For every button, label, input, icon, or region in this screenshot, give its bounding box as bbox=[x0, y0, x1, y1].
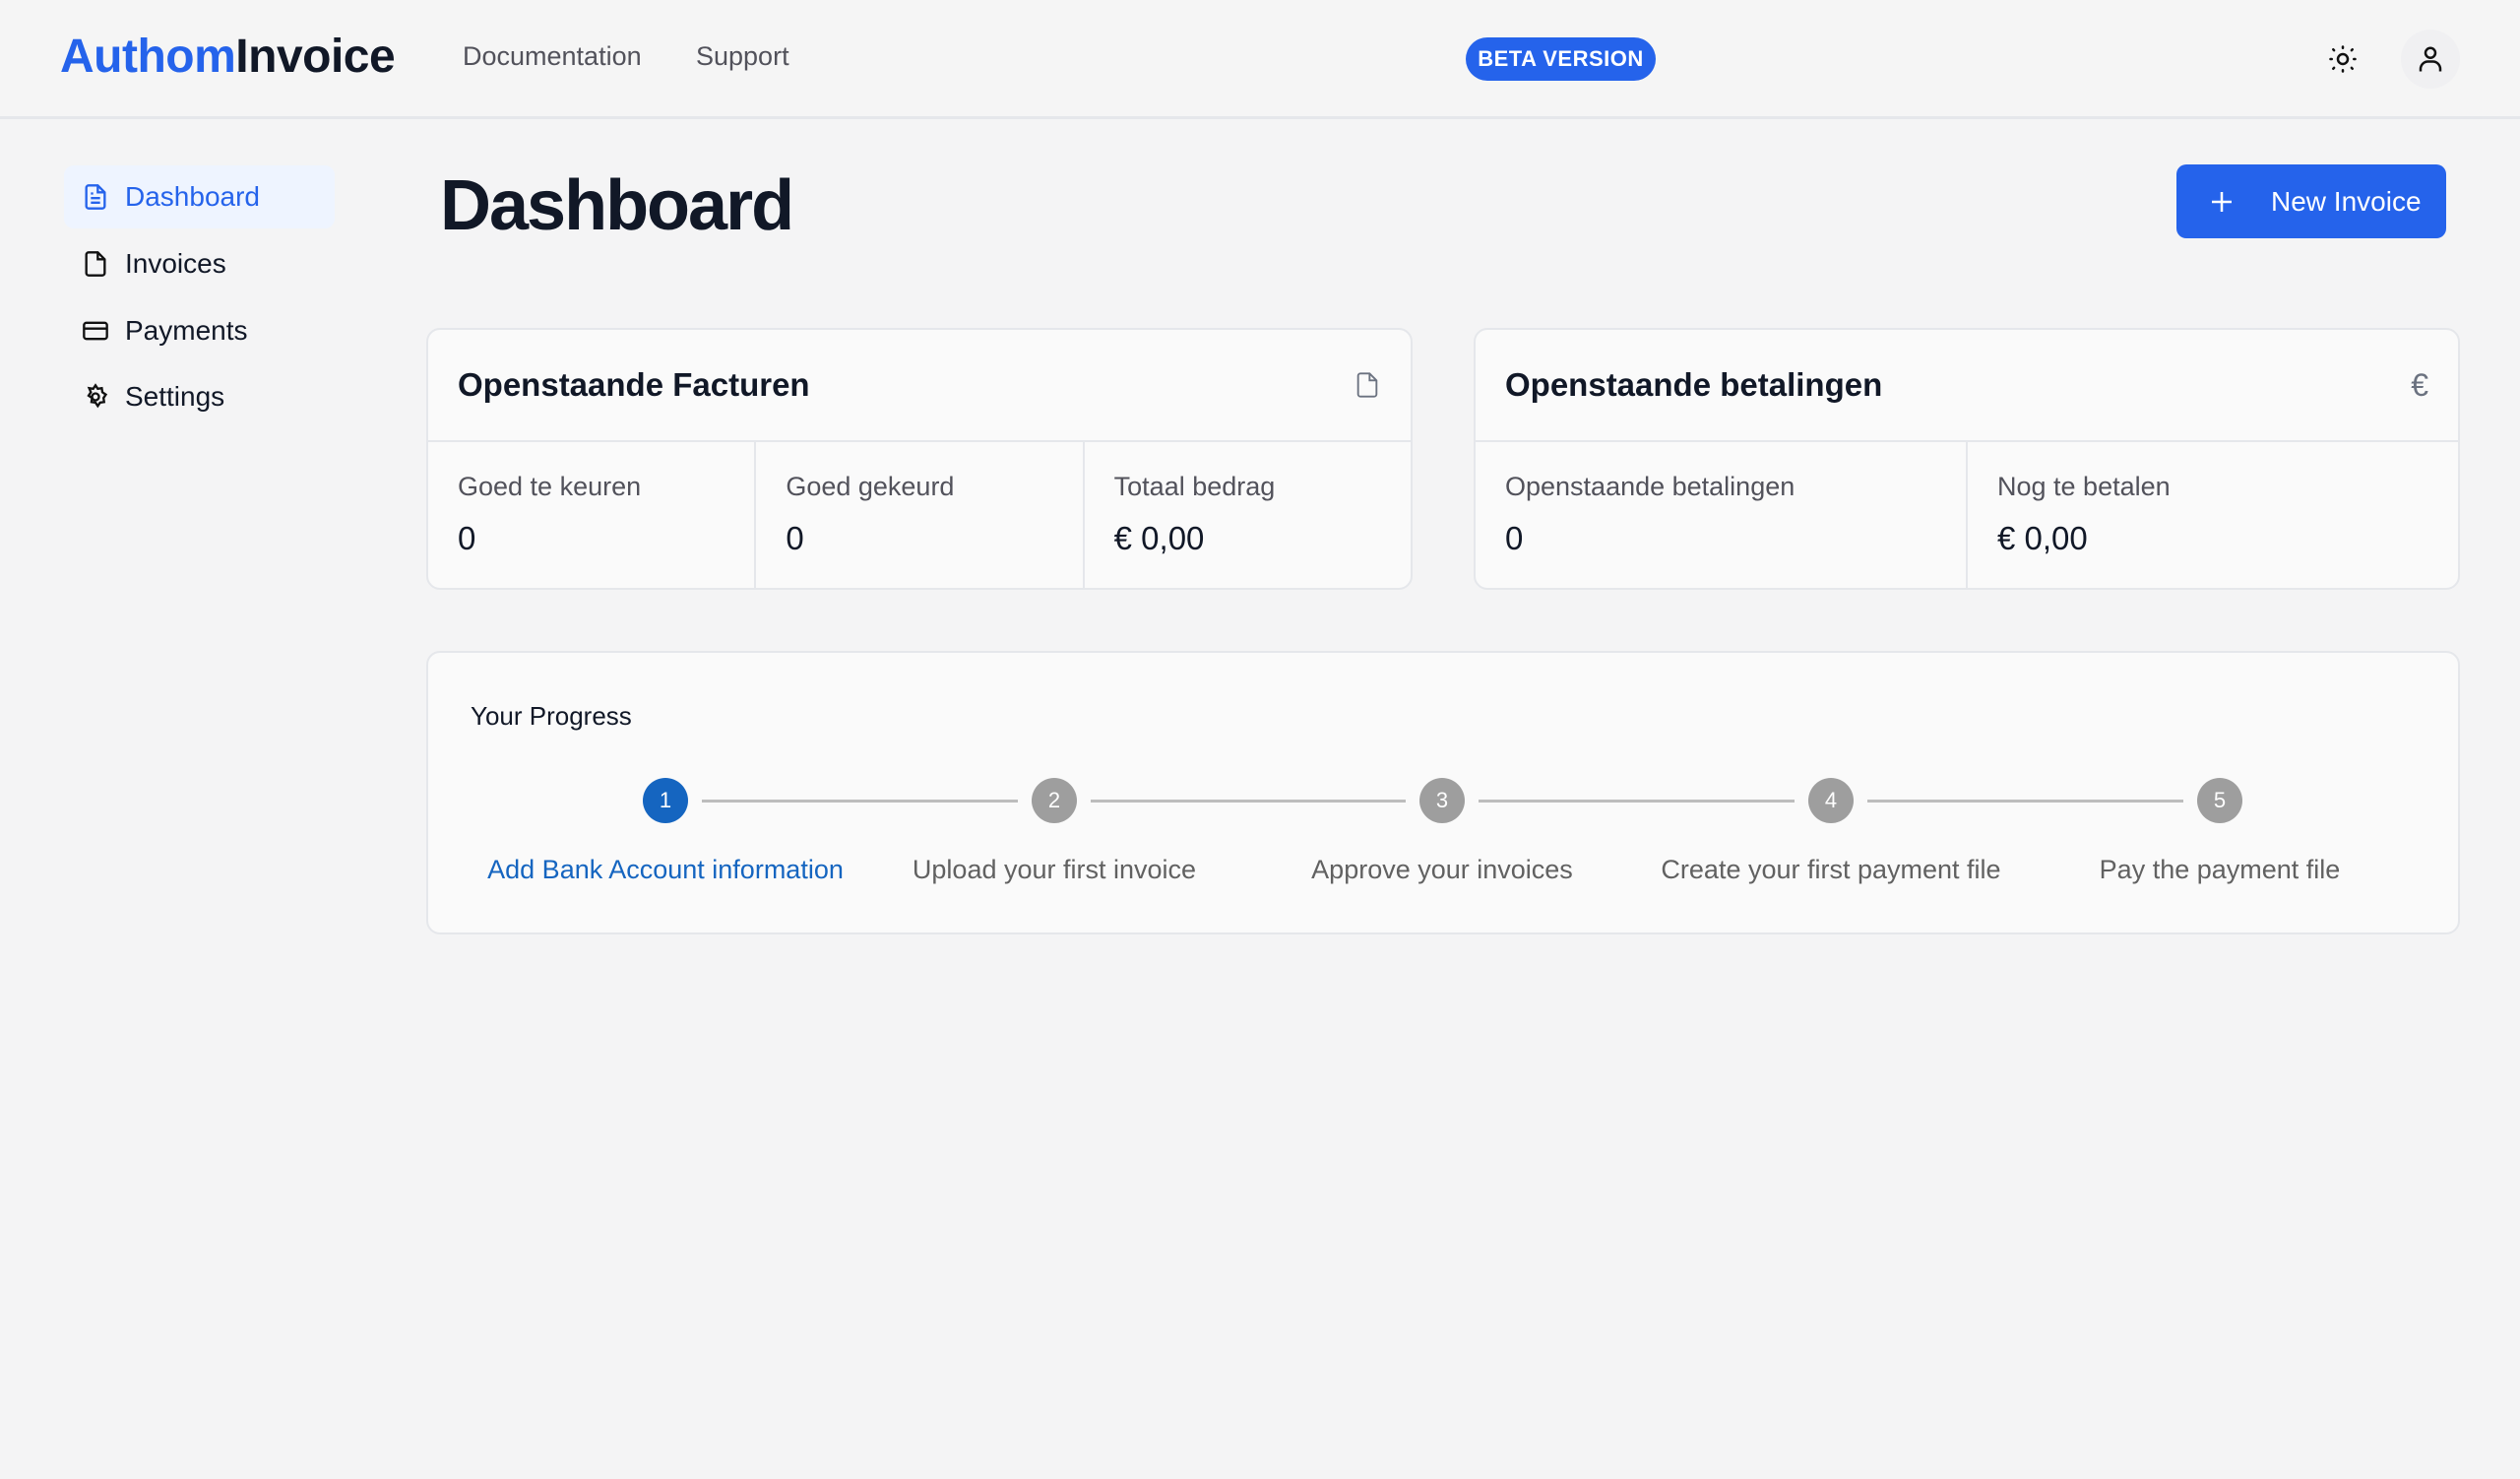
stat-open-payments: Openstaande betalingen 0 bbox=[1476, 442, 1968, 590]
document-text-icon bbox=[85, 184, 106, 210]
nav-support[interactable]: Support bbox=[696, 41, 789, 71]
stat-approved: Goed gekeurd 0 bbox=[756, 442, 1085, 590]
beta-badge: BETA VERSION bbox=[1466, 37, 1656, 81]
stat-to-approve: Goed te keuren 0 bbox=[428, 442, 757, 590]
step-indicator: 3 bbox=[1419, 778, 1465, 823]
new-invoice-button[interactable]: New Invoice bbox=[2176, 164, 2446, 238]
gear-icon bbox=[87, 383, 108, 409]
stat-total-amount: Totaal bedrag € 0,00 bbox=[1113, 472, 1276, 556]
card-title: Openstaande betalingen bbox=[1505, 366, 1883, 403]
open-payments-card: Openstaande betalingen € Openstaande bet… bbox=[1474, 328, 2460, 590]
credit-card-icon bbox=[83, 321, 108, 341]
euro-icon: € bbox=[2411, 366, 2428, 403]
open-invoices-card: Openstaande Facturen Goed te keuren 0 Goe… bbox=[426, 328, 1413, 590]
step-indicator: 1 bbox=[643, 778, 688, 823]
top-bar bbox=[0, 0, 2520, 119]
document-icon bbox=[85, 251, 106, 277]
user-icon bbox=[2419, 46, 2442, 72]
sidebar-item-dashboard[interactable]: Dashboard bbox=[64, 165, 335, 228]
step-label: Create your first payment file bbox=[1661, 855, 2001, 884]
step-label: Upload your first invoice bbox=[912, 855, 1197, 884]
theme-toggle-button[interactable] bbox=[2313, 30, 2372, 89]
step-label: Pay the payment file bbox=[2099, 855, 2341, 884]
sidebar-item-settings[interactable]: Settings bbox=[64, 365, 335, 428]
page-title: Dashboard bbox=[440, 166, 794, 245]
step-connector bbox=[1091, 800, 1406, 803]
logo[interactable]: AuthomInvoice bbox=[60, 31, 396, 83]
plus-icon bbox=[2212, 191, 2232, 212]
step-label: Approve your invoices bbox=[1311, 855, 1573, 884]
user-menu-button[interactable] bbox=[2401, 30, 2460, 89]
step-indicator: 5 bbox=[2197, 778, 2242, 823]
sidebar-item-invoices[interactable]: Invoices bbox=[64, 232, 335, 295]
step-connector bbox=[1479, 800, 1795, 803]
progress-title: Your Progress bbox=[471, 701, 632, 731]
sun-icon bbox=[2329, 45, 2357, 73]
nav-documentation[interactable]: Documentation bbox=[463, 41, 642, 71]
document-icon bbox=[1356, 372, 1378, 398]
step-connector bbox=[702, 800, 1018, 803]
step-indicator: 2 bbox=[1032, 778, 1077, 823]
step-connector bbox=[1867, 800, 2183, 803]
card-title: Openstaande Facturen bbox=[458, 366, 810, 403]
stat-still-to-pay: Nog te betalen € 0,00 bbox=[1997, 472, 2171, 556]
step-indicator: 4 bbox=[1808, 778, 1854, 823]
step-label[interactable]: Add Bank Account information bbox=[487, 855, 844, 884]
sidebar-item-payments[interactable]: Payments bbox=[64, 299, 335, 362]
